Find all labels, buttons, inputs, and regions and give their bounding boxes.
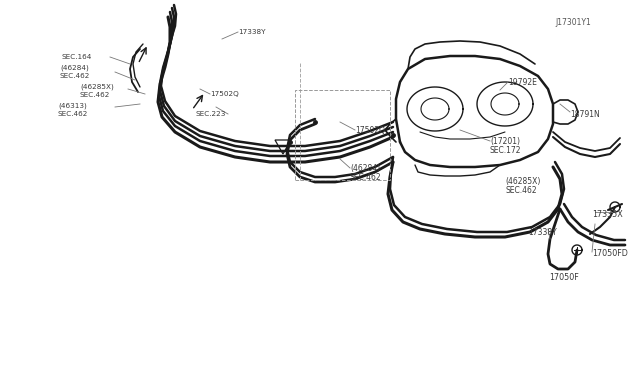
Text: 17050FD: 17050FD xyxy=(592,250,628,259)
Text: (46285X): (46285X) xyxy=(505,176,540,186)
Text: SEC.462: SEC.462 xyxy=(60,73,90,79)
Text: SEC.223: SEC.223 xyxy=(195,111,225,117)
Text: 17502Q: 17502Q xyxy=(355,125,385,135)
Text: SEC.164: SEC.164 xyxy=(62,54,92,60)
Text: 19792E: 19792E xyxy=(508,77,537,87)
Text: SEC.462: SEC.462 xyxy=(80,92,110,98)
Bar xyxy=(295,90,390,180)
Text: (46284): (46284) xyxy=(60,65,89,71)
Text: (46284): (46284) xyxy=(350,164,380,173)
Text: SEC.462: SEC.462 xyxy=(58,111,88,117)
Text: (46313): (46313) xyxy=(58,103,87,109)
Text: (17201): (17201) xyxy=(490,137,520,145)
Text: SEC.172: SEC.172 xyxy=(490,145,522,154)
Text: (46285X): (46285X) xyxy=(80,84,114,90)
Text: SEC.462: SEC.462 xyxy=(350,173,381,182)
Text: J17301Y1: J17301Y1 xyxy=(555,17,591,26)
Text: 17502Q: 17502Q xyxy=(210,91,239,97)
Text: 17338Y: 17338Y xyxy=(238,29,266,35)
Text: 17335X: 17335X xyxy=(592,209,623,218)
Text: 17338Y: 17338Y xyxy=(528,228,557,237)
Text: 18791N: 18791N xyxy=(570,109,600,119)
Text: SEC.462: SEC.462 xyxy=(505,186,536,195)
Text: 17050F: 17050F xyxy=(549,273,579,282)
